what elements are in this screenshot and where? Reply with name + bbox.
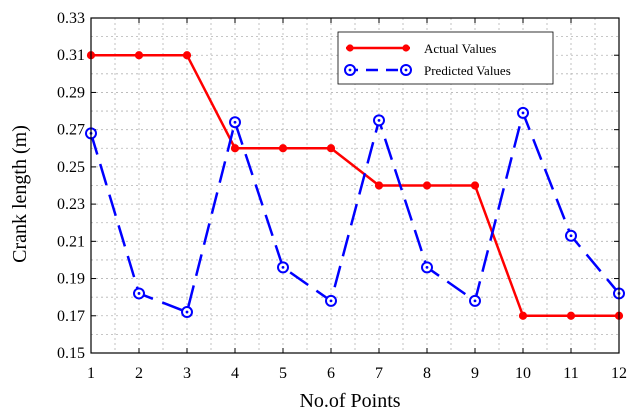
- x-tick-label: 12: [611, 365, 627, 382]
- actual-values-point: [134, 51, 144, 60]
- y-tick-label: 0.21: [57, 233, 85, 250]
- legend: Actual Values Predicted Values: [337, 31, 554, 85]
- x-tick-label: 4: [231, 365, 239, 382]
- x-axis-title: No.of Points: [299, 390, 400, 412]
- predicted-values-point-dot: [137, 292, 141, 295]
- x-tick-label: 3: [183, 365, 191, 382]
- actual-values-point: [326, 144, 336, 153]
- actual-values-point: [518, 311, 528, 320]
- y-axis-title: Crank length (m): [9, 125, 31, 263]
- predicted-values-line: [89, 108, 620, 314]
- y-tick-label: 0.27: [57, 122, 85, 139]
- plot-frame: [90, 17, 620, 354]
- legend-swatch-marker-dot: [404, 68, 408, 72]
- y-tick-label: 0.23: [57, 196, 85, 213]
- x-tick-label: 2: [135, 365, 143, 382]
- x-tick-label: 8: [423, 365, 431, 382]
- x-tick-label: 10: [515, 365, 531, 382]
- y-tick-label: 0.17: [57, 308, 85, 325]
- actual-values-point: [374, 181, 384, 190]
- predicted-values-point-dot: [473, 299, 477, 303]
- x-tick-label: 9: [471, 365, 479, 382]
- x-tick-label: 6: [327, 365, 335, 382]
- legend-swatch-marker-dot: [348, 68, 352, 72]
- y-tick-label: 0.25: [57, 159, 85, 176]
- predicted-values-point-dot: [377, 118, 381, 122]
- x-tick-label: 7: [375, 365, 383, 382]
- actual-values-point: [182, 51, 192, 60]
- predicted-values-point-dot: [425, 265, 429, 269]
- actual-values-point: [230, 144, 240, 153]
- y-tick-label: 0.31: [57, 47, 85, 64]
- y-axis-ticks: 0.15 0.17 0.19 0.21 0.23 0.25 0.27 0.29 0.31 0.33: [57, 10, 619, 362]
- predicted-values-point-dot: [185, 310, 189, 314]
- actual-values-point: [422, 181, 432, 190]
- legend-label-predicted: Predicted Values: [424, 63, 511, 78]
- legend-swatch-marker: [402, 44, 410, 52]
- y-tick-label: 0.19: [57, 271, 85, 288]
- actual-values-point: [278, 144, 288, 153]
- predicted-values-point-dot: [233, 120, 237, 124]
- y-tick-label: 0.15: [57, 345, 85, 362]
- predicted-values-point-dot: [281, 265, 285, 269]
- predicted-values-point-dot: [329, 299, 333, 303]
- x-tick-label: 5: [279, 365, 287, 382]
- y-tick-label: 0.29: [57, 84, 85, 101]
- series-layer: [85, 51, 625, 320]
- legend-label-actual: Actual Values: [424, 41, 496, 56]
- legend-swatch-marker: [346, 44, 354, 52]
- actual-values-point: [470, 181, 480, 190]
- y-tick-label: 0.33: [57, 10, 85, 27]
- predicted-values-point-dot: [521, 111, 525, 115]
- predicted-values-point-dot: [569, 234, 573, 238]
- legend-box: [337, 31, 554, 85]
- actual-values-line: [91, 53, 619, 318]
- x-axis-ticks: 1 2 3 4 5 6 7 8 9 10 11 12: [87, 18, 627, 382]
- actual-values-point: [566, 311, 576, 320]
- x-tick-label: 1: [87, 365, 95, 382]
- x-tick-label: 11: [563, 365, 578, 382]
